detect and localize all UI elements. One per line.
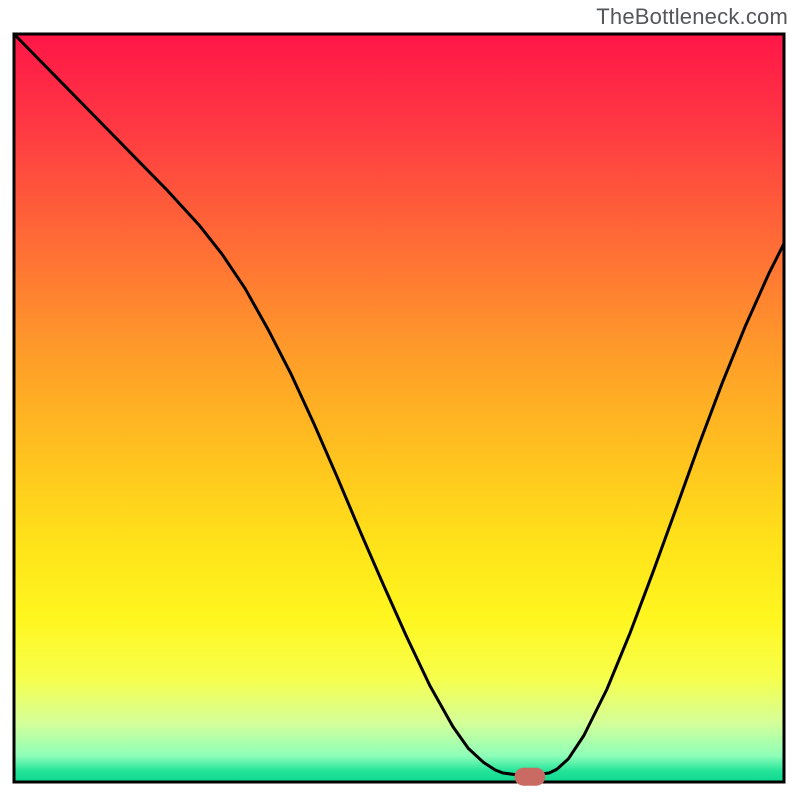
bottleneck-chart	[0, 0, 800, 800]
plot-background	[14, 34, 784, 782]
optimal-point-marker	[515, 768, 546, 786]
